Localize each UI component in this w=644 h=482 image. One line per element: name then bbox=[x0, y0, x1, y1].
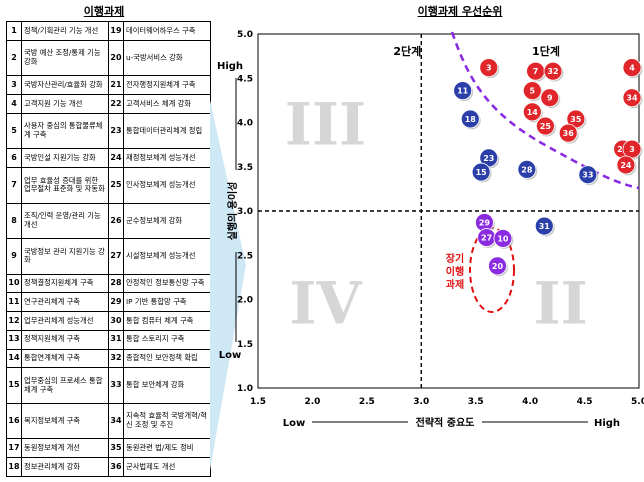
task-row: 4 고객지원 기능 개선 22 고객서비스 체계 강화 bbox=[6, 94, 211, 114]
data-point bbox=[543, 61, 563, 81]
task-row: 18 정보관리체계 강화 36 군사법제도 개선 bbox=[6, 457, 211, 477]
task-list-title: 이행과제 bbox=[83, 5, 125, 18]
task-name: 지속적 효율적 국방개혁/혁신 조정 및 추진 bbox=[123, 402, 211, 440]
task-name: 사용자 중심의 통합물류체계 구축 bbox=[21, 112, 109, 150]
longterm-label-line: 이행 bbox=[446, 265, 464, 278]
data-point-label: 20 bbox=[492, 262, 504, 271]
task-name: 국방정보 관리 지원기능 강화 bbox=[21, 238, 109, 275]
data-point bbox=[578, 165, 598, 185]
x-tick-label: 3.0 bbox=[413, 397, 429, 407]
task-row: 6 국방인설 지원기능 강화 24 재정정보체계 성능개선 bbox=[6, 148, 211, 168]
y-tick-label: 1.5 bbox=[237, 340, 253, 350]
data-point-label: 34 bbox=[626, 94, 638, 103]
y-tick-label: 1.0 bbox=[237, 384, 253, 394]
task-name: 국방 예산 조정/통제 기능 강화 bbox=[21, 39, 109, 77]
task-name: 인사정보체계 성능개선 bbox=[123, 167, 211, 204]
task-name: u-국방서비스 강화 bbox=[123, 39, 211, 77]
x-tick-label: 4.0 bbox=[522, 397, 538, 407]
x-tick-label: 5.0 bbox=[631, 397, 644, 407]
data-point bbox=[488, 256, 507, 276]
data-point bbox=[460, 109, 480, 129]
data-point bbox=[535, 116, 555, 136]
x-high-label: High bbox=[594, 418, 620, 429]
callout-triangle bbox=[210, 100, 246, 470]
data-point-label: 33 bbox=[582, 171, 593, 180]
data-point bbox=[471, 162, 491, 182]
x-tick-label: 3.5 bbox=[468, 397, 484, 407]
data-point bbox=[479, 58, 499, 78]
data-point-label: 32 bbox=[547, 67, 558, 76]
phase-boundary-curve bbox=[450, 31, 640, 190]
task-name: 군수정보체계 강화 bbox=[123, 202, 211, 240]
task-row: 7 업무 효율성 증대를 위한 업무절차 표준화 및 자동화 25 인사정보체계 성능… bbox=[6, 167, 211, 204]
longterm-label-line: 장기 bbox=[446, 252, 464, 265]
x-tick-label: 2.5 bbox=[359, 397, 375, 407]
task-row: 5 사용자 중심의 통합물류체계 구축 23 통합데이터관리체계 정립 bbox=[6, 112, 211, 150]
data-point-label: 3 bbox=[486, 64, 492, 73]
data-point-label: 29 bbox=[479, 219, 491, 228]
data-point-label: 25 bbox=[540, 122, 552, 131]
data-point-label: 28 bbox=[521, 165, 533, 174]
data-point bbox=[558, 123, 578, 143]
y-low-label: Low bbox=[219, 350, 241, 361]
data-point bbox=[534, 216, 554, 236]
x-tick-label: 2.0 bbox=[304, 397, 320, 407]
data-point bbox=[453, 81, 473, 101]
data-point-label: 23 bbox=[483, 154, 494, 163]
x-tick-label: 4.5 bbox=[577, 397, 593, 407]
data-point-label: 5 bbox=[530, 87, 536, 96]
data-point bbox=[522, 81, 542, 101]
data-point bbox=[616, 155, 636, 175]
data-point bbox=[622, 88, 642, 108]
data-point-label: 11 bbox=[457, 87, 469, 96]
task-name: 통합 보안체계 강화 bbox=[123, 367, 211, 404]
y-tick-label: 3.5 bbox=[237, 163, 253, 173]
data-point-label: 27 bbox=[481, 234, 492, 243]
y-tick-label: 3.0 bbox=[237, 207, 253, 217]
data-point-label: 24 bbox=[620, 161, 632, 170]
data-point-label: 3 bbox=[629, 145, 635, 154]
data-point bbox=[493, 229, 513, 248]
task-row: 16 복지정보체계 구축 34 지속적 효율적 국방개혁/혁신 조정 및 추진 bbox=[6, 402, 211, 440]
task-row: 15 업무중심의 프로세스 통합체계 구축 33 통합 보안체계 강화 bbox=[6, 367, 211, 404]
x-axis-label: 전략적 중요도 bbox=[416, 416, 475, 429]
data-point bbox=[517, 160, 537, 179]
y-tick-label: 4.5 bbox=[237, 74, 253, 84]
phase-label-1: 1단계 bbox=[532, 44, 560, 58]
task-row: 8 조직/인력 운영/관리 기능 개선 26 군수정보체계 강화 bbox=[6, 202, 211, 240]
y-tick-label: 2.0 bbox=[237, 296, 253, 306]
quadrant-label-iv: IV bbox=[289, 269, 362, 337]
data-point bbox=[522, 102, 542, 122]
data-point-label: 7 bbox=[533, 67, 539, 76]
y-high-label: High bbox=[217, 61, 243, 72]
chart-title: 이행과제 우선순위 bbox=[417, 5, 503, 18]
task-table: 1 정책/기획관리 기능 개선 19 데이터웨어하우스 구축 2 국방 예산 조정/통제 … bbox=[6, 21, 211, 477]
data-point-label: 35 bbox=[570, 115, 582, 124]
quadrant-label-iii: III bbox=[285, 91, 366, 159]
data-point-label: 18 bbox=[465, 115, 477, 124]
quadrant-label-ii: II bbox=[533, 269, 587, 337]
y-tick-label: 2.5 bbox=[237, 251, 253, 261]
phase-label-2: 2단계 bbox=[393, 44, 421, 58]
data-point-label: 10 bbox=[497, 234, 509, 243]
data-point-label: 31 bbox=[539, 222, 551, 231]
data-point-label: 14 bbox=[527, 108, 539, 117]
data-point-label: 36 bbox=[563, 129, 575, 138]
data-point bbox=[622, 58, 642, 78]
y-tick-label: 4.0 bbox=[237, 119, 253, 129]
x-low-label: Low bbox=[283, 418, 305, 429]
task-name: 업무중심의 프로세스 통합체계 구축 bbox=[21, 367, 109, 404]
data-point-label: 15 bbox=[476, 168, 488, 177]
y-axis-label: 실행의 용이성 bbox=[226, 182, 239, 241]
data-point-label: 9 bbox=[547, 94, 553, 103]
x-tick-label: 1.5 bbox=[250, 397, 266, 407]
data-point-label: 4 bbox=[629, 64, 635, 73]
longterm-label-line: 과제 bbox=[446, 278, 464, 291]
y-tick-label: 5.0 bbox=[237, 30, 253, 40]
task-row: 2 국방 예산 조정/통제 기능 강화 20 u-국방서비스 강화 bbox=[6, 39, 211, 77]
data-point bbox=[540, 88, 560, 108]
